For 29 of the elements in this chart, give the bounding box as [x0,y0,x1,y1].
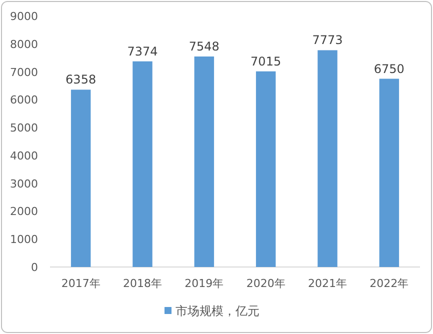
y-tick-label: 5000 [10,122,38,135]
bar [318,50,338,267]
y-tick-label: 6000 [10,94,38,107]
data-label: 6750 [374,62,404,76]
y-tick-label: 4000 [10,149,38,162]
bar [70,90,91,267]
data-label: 6358 [66,72,96,87]
y-tick-label: 8000 [10,38,38,51]
y-tick-label: 7000 [10,66,38,79]
data-label: 7773 [312,33,343,48]
y-tick-label: 0 [31,261,38,274]
x-tick-label: 2020年 [246,277,286,290]
data-label: 7548 [188,39,220,54]
x-tick-label: 2022年 [370,277,409,290]
bar [379,78,400,267]
data-label: 7374 [127,44,158,58]
bar [194,56,214,267]
x-tick-label: 2018年 [123,277,162,290]
y-tick-label: 3000 [10,177,38,190]
y-tick-label: 2000 [10,205,38,218]
bar [132,61,152,267]
legend-label: 市场规模，亿元 [176,304,260,318]
x-tick-label: 2021年 [308,277,347,290]
y-tick-label: 9000 [10,10,38,23]
data-label: 7015 [250,54,282,68]
y-tick-label: 1000 [10,233,38,246]
bar [256,71,276,267]
x-tick-label: 2019年 [184,277,224,290]
x-tick-label: 2017年 [61,277,100,290]
